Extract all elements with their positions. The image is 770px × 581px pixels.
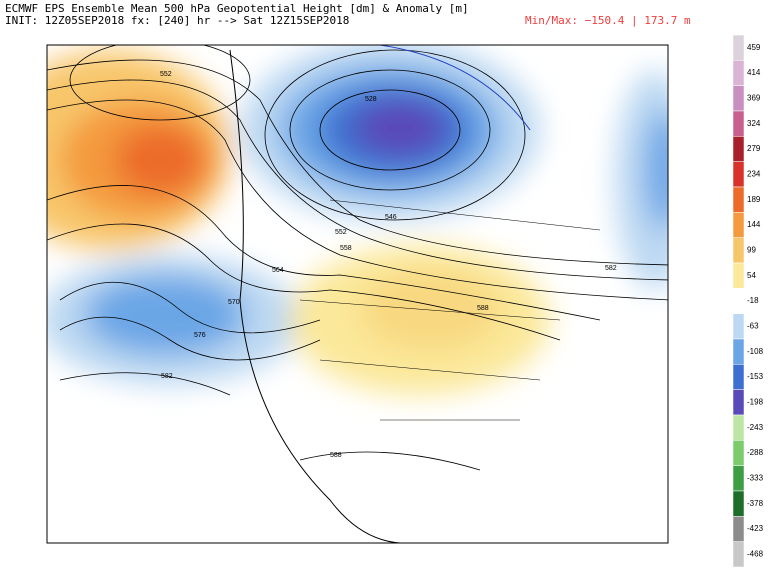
colorbar-label: -243 [747, 423, 764, 432]
colorbar-label: 459 [747, 43, 761, 52]
colorbar-cell [732, 237, 745, 264]
colorbar-cell [732, 288, 745, 314]
colorbar-cell [732, 110, 745, 137]
init: INIT: 12Z05SEP2018 fx: [240] hr --> Sat … [5, 14, 349, 27]
colorbar-cell [732, 389, 745, 416]
min-max: Min/Max: −150.4 | 173.7 m [525, 14, 691, 27]
contour-label: 570 [228, 299, 240, 306]
map: 552 528 546 552 558 564 570 576 582 582 … [47, 45, 668, 543]
colorbar-label: 324 [747, 119, 761, 128]
colorbar-label: -288 [747, 448, 764, 457]
colorbar-label: 54 [747, 271, 756, 280]
colorbar-cell [732, 541, 745, 568]
colorbar-label: 189 [747, 195, 761, 204]
colorbar-label: -423 [747, 524, 764, 533]
colorbar-cell [732, 161, 745, 188]
title: ECMWF EPS Ensemble Mean 500 hPa Geopoten… [5, 2, 469, 15]
colorbar-cell [732, 364, 745, 390]
colorbar-label: 99 [747, 245, 756, 254]
contour-label: 564 [272, 267, 284, 274]
colorbar-cell [732, 85, 745, 112]
colorbar-label: 279 [747, 144, 761, 153]
colorbar-cell [732, 490, 745, 517]
colorbar-cell [732, 262, 745, 289]
colorbar-cell [732, 414, 745, 441]
colorbar-label: -63 [747, 321, 759, 330]
colorbar-cell [732, 338, 745, 365]
contour-label: 588 [330, 452, 342, 459]
contour-label: 576 [194, 332, 206, 339]
colorbar-cell [732, 186, 745, 213]
contour-label: 582 [161, 373, 173, 380]
contour-label: 582 [605, 265, 617, 272]
colorbar-cell [732, 440, 745, 466]
colorbar-label: -18 [747, 296, 759, 305]
colorbar-label: -378 [747, 499, 764, 508]
colorbar-cell [732, 212, 745, 238]
colorbar: 459 414 369 324 279 234 189 144 99 54 -18 -63 -108 -1… [732, 34, 764, 568]
contour-label: 588 [477, 305, 489, 312]
colorbar-label: -468 [747, 549, 764, 558]
colorbar-cell [732, 465, 745, 492]
contour-label: 546 [385, 214, 397, 221]
map-frame [46, 44, 669, 544]
colorbar-label: -108 [747, 347, 764, 356]
contour-label: 558 [340, 245, 352, 252]
colorbar-cell [732, 34, 745, 61]
contour-label: 528 [365, 96, 377, 103]
colorbar-label: 369 [747, 93, 761, 102]
colorbar-label: 234 [747, 169, 761, 178]
colorbar-label: -153 [747, 372, 764, 381]
colorbar-label: 414 [747, 68, 761, 77]
colorbar-label: 144 [747, 220, 761, 229]
contour-label: 552 [160, 71, 172, 78]
contour-label: 552 [335, 229, 347, 236]
colorbar-cell [732, 136, 745, 162]
colorbar-cell [732, 516, 745, 542]
colorbar-label: -198 [747, 397, 764, 406]
colorbar-cell [732, 313, 745, 340]
colorbar-cell [732, 60, 745, 86]
colorbar-label: -333 [747, 473, 764, 482]
